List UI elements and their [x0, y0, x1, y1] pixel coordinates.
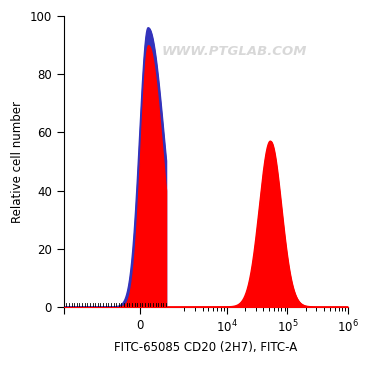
X-axis label: FITC-65085 CD20 (2H7), FITC-A: FITC-65085 CD20 (2H7), FITC-A [114, 341, 297, 354]
Text: WWW.PTGLAB.COM: WWW.PTGLAB.COM [162, 45, 307, 58]
Y-axis label: Relative cell number: Relative cell number [11, 100, 24, 223]
